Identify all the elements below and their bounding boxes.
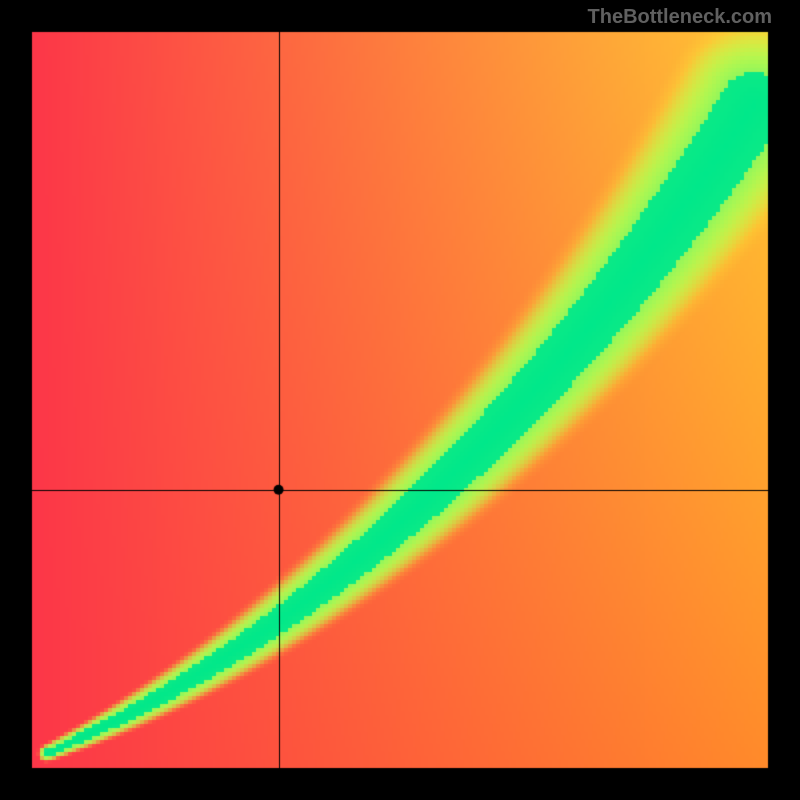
watermark-text: TheBottleneck.com <box>588 6 772 29</box>
bottleneck-heatmap <box>0 0 800 800</box>
